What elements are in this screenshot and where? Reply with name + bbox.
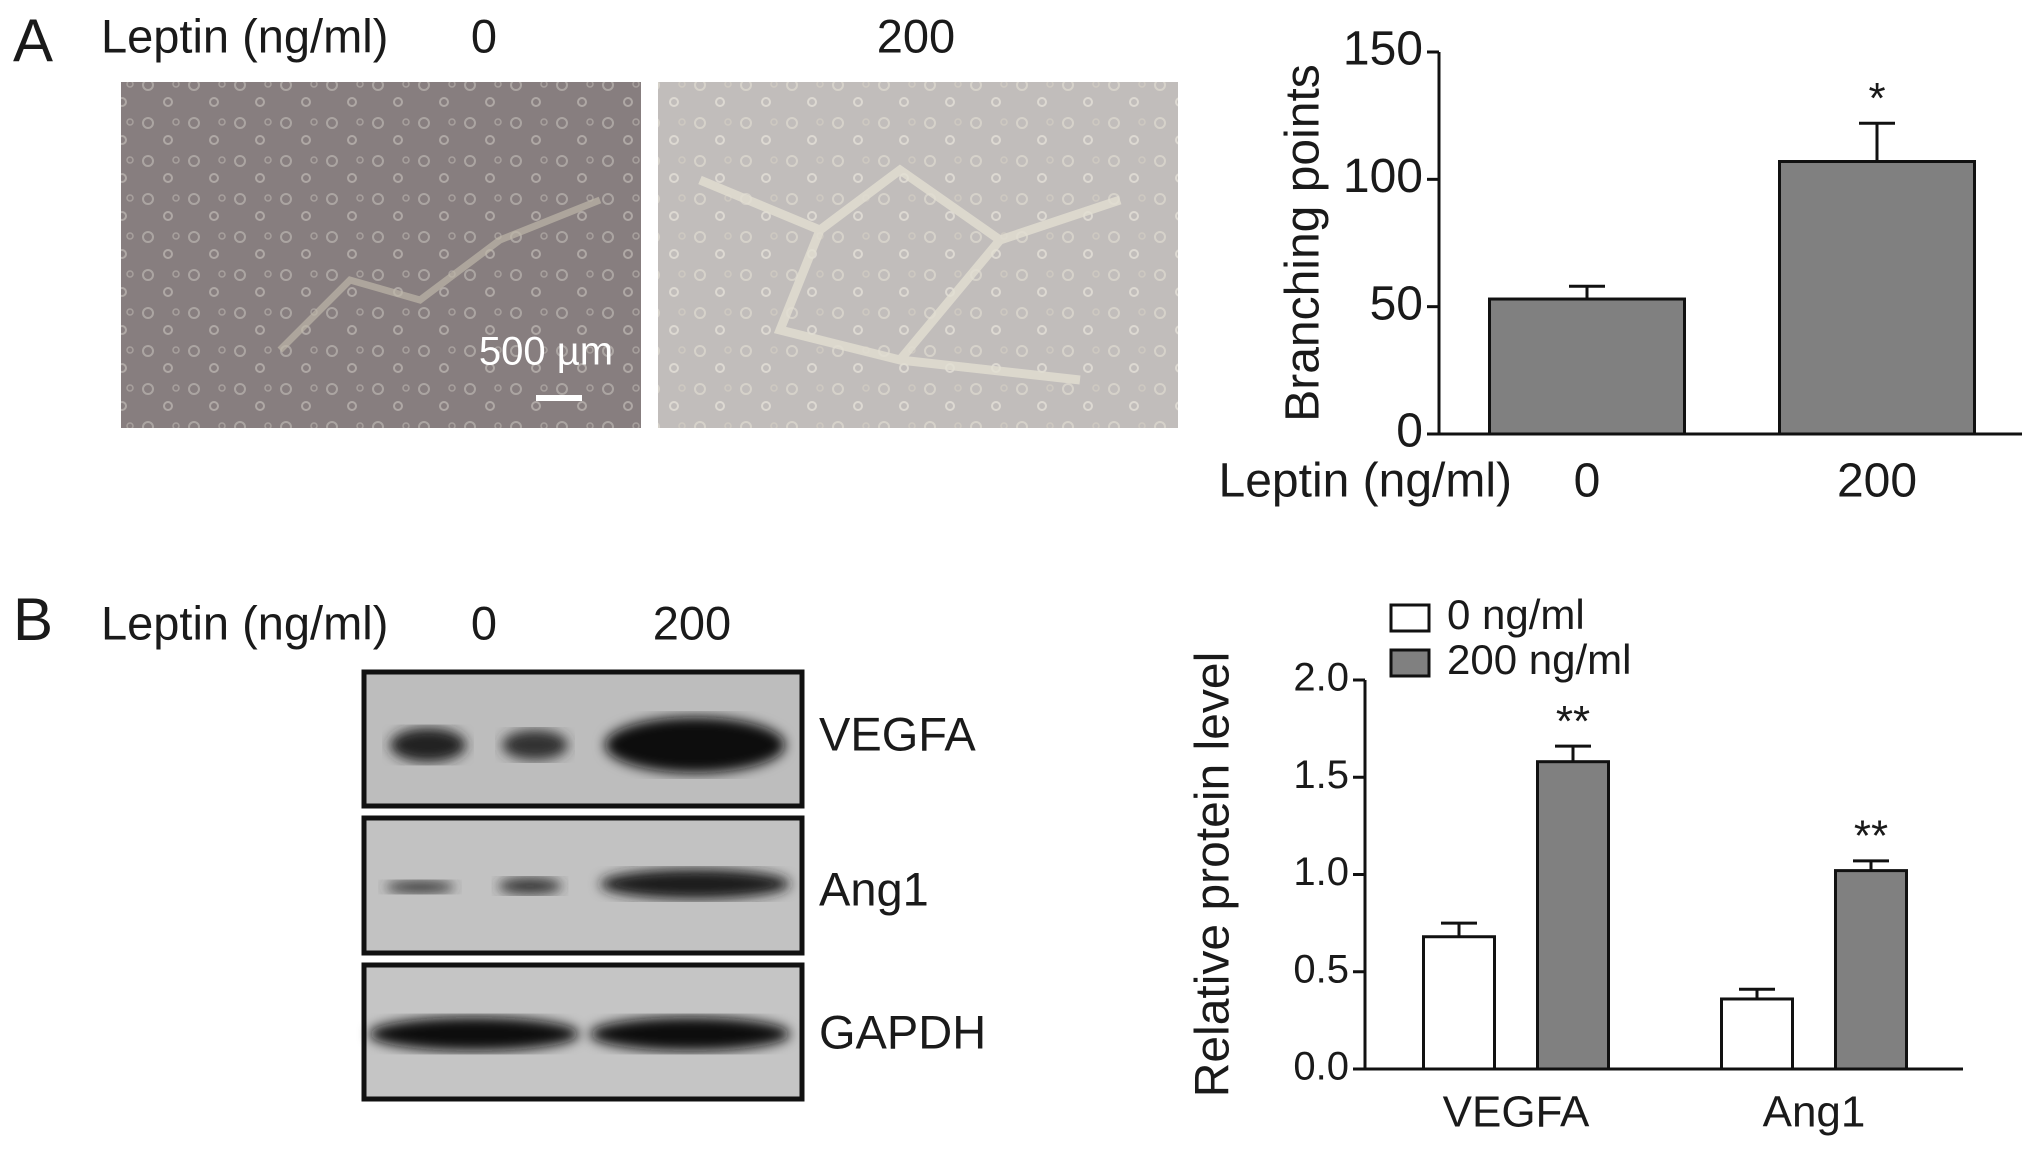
x-tick-label: VEGFA	[1443, 1088, 1590, 1137]
error-bar	[1859, 121, 1895, 162]
y-axis-label: Relative protein level	[1187, 652, 1240, 1098]
dose-label: 200	[653, 596, 731, 649]
blot-label: Ang1	[819, 862, 929, 915]
scale-bar-label: 500 µm	[479, 330, 613, 374]
dose-label: 200	[877, 9, 955, 62]
blot-label: VEGFA	[819, 707, 976, 760]
condition-label: Leptin (ng/ml)	[101, 596, 388, 649]
error-bar	[1441, 921, 1477, 937]
x-tick-label: 0	[1574, 455, 1601, 508]
y-tick-label: 100	[1343, 150, 1423, 203]
micrograph	[658, 82, 1178, 428]
western-blot	[361, 669, 805, 809]
significance-label: **	[1556, 697, 1590, 746]
y-tick-label: 50	[1370, 277, 1423, 330]
bar	[1422, 935, 1496, 1071]
blot-label: GAPDH	[819, 1005, 986, 1058]
micrograph	[121, 82, 641, 428]
legend-label: 200 ng/ml	[1447, 636, 1631, 683]
x-tick-label: Ang1	[1763, 1088, 1866, 1137]
dose-label: 0	[471, 596, 497, 649]
bar	[1720, 997, 1794, 1071]
x-tick-label: 200	[1837, 455, 1917, 508]
error-bar	[1739, 987, 1775, 999]
legend-swatch	[1389, 603, 1431, 633]
y-tick-label: 150	[1343, 23, 1423, 76]
condition-label: Leptin (ng/ml)	[101, 9, 388, 62]
bar	[1536, 760, 1610, 1071]
western-blot	[361, 815, 805, 956]
y-tick-label: 1.0	[1293, 850, 1349, 894]
bar	[1778, 160, 1976, 436]
y-tick-label: 0.0	[1293, 1045, 1349, 1089]
error-bar	[1569, 284, 1605, 300]
panel-label: B	[13, 586, 53, 653]
bar	[1488, 297, 1686, 436]
dose-label: 0	[471, 9, 497, 62]
y-tick-label: 2.0	[1293, 656, 1349, 700]
y-tick-label: 0	[1396, 405, 1423, 458]
legend-swatch	[1389, 648, 1431, 678]
y-tick-label: 1.5	[1293, 753, 1349, 797]
error-bar	[1853, 859, 1889, 871]
significance-label: *	[1868, 74, 1885, 123]
significance-label: **	[1854, 812, 1888, 861]
panel-label: A	[13, 7, 53, 74]
y-axis-label: Branching points	[1277, 64, 1330, 422]
x-axis-label: Leptin (ng/ml)	[1219, 455, 1512, 508]
y-tick-label: 0.5	[1293, 947, 1349, 991]
bar	[1834, 869, 1908, 1071]
legend-label: 0 ng/ml	[1447, 591, 1585, 638]
error-bar	[1555, 744, 1591, 762]
western-blot	[361, 962, 805, 1102]
